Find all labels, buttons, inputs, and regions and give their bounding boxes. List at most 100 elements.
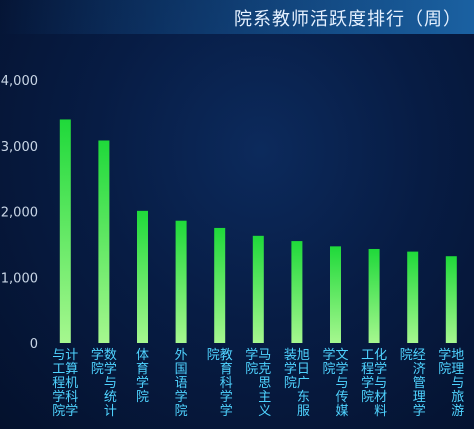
svg-text:游: 游 (451, 404, 464, 419)
svg-text:与: 与 (451, 376, 464, 391)
svg-text:院: 院 (361, 390, 374, 405)
svg-text:思: 思 (258, 376, 271, 391)
svg-text:院: 院 (400, 348, 413, 363)
svg-text:国: 国 (175, 362, 188, 377)
svg-text:与: 与 (104, 376, 117, 391)
svg-text:学: 学 (374, 361, 387, 377)
y-tick-label: 4,000 (1, 74, 38, 89)
svg-text:媒: 媒 (335, 404, 348, 419)
svg-text:学: 学 (91, 347, 104, 363)
svg-text:计: 计 (104, 404, 117, 419)
svg-text:学: 学 (361, 375, 374, 391)
svg-text:语: 语 (175, 376, 188, 391)
svg-text:学: 学 (104, 361, 117, 377)
bar[interactable] (252, 235, 264, 343)
chart-title: 院系教师活跃度排行（周） (234, 9, 462, 30)
svg-text:院: 院 (438, 362, 451, 377)
bar[interactable] (445, 256, 457, 343)
svg-text:体: 体 (136, 348, 149, 363)
bar[interactable] (368, 248, 380, 343)
svg-text:教: 教 (220, 347, 233, 363)
svg-text:服: 服 (297, 404, 310, 419)
svg-text:学: 学 (220, 389, 233, 405)
svg-text:东: 东 (297, 390, 310, 405)
svg-text:计: 计 (65, 348, 78, 363)
svg-text:学: 学 (322, 347, 335, 363)
svg-text:与: 与 (374, 376, 387, 391)
svg-text:学: 学 (52, 389, 65, 405)
svg-text:外: 外 (175, 348, 188, 363)
svg-text:理: 理 (451, 362, 464, 377)
y-tick-label: 1,000 (1, 271, 38, 286)
svg-text:文: 文 (335, 348, 348, 363)
svg-text:学: 学 (136, 375, 149, 391)
title-bar: 院系教师活跃度排行（周） (0, 0, 474, 34)
svg-text:日: 日 (297, 362, 310, 377)
bar[interactable] (59, 119, 71, 343)
bar[interactable] (98, 140, 110, 343)
svg-text:学: 学 (284, 361, 297, 377)
svg-text:数: 数 (104, 348, 117, 363)
svg-text:与: 与 (52, 348, 65, 363)
svg-text:算: 算 (65, 362, 78, 377)
svg-text:学: 学 (65, 403, 78, 419)
svg-text:工: 工 (52, 362, 65, 377)
svg-text:院: 院 (322, 362, 335, 377)
svg-text:院: 院 (207, 348, 220, 363)
bar[interactable] (291, 241, 303, 343)
svg-text:院: 院 (245, 362, 258, 377)
svg-text:院: 院 (52, 404, 65, 419)
svg-text:理: 理 (413, 390, 426, 405)
svg-text:院: 院 (136, 390, 149, 405)
bar[interactable] (330, 246, 341, 343)
svg-text:学: 学 (413, 403, 426, 419)
svg-text:传: 传 (335, 390, 348, 405)
svg-text:程: 程 (361, 362, 374, 377)
svg-text:经: 经 (413, 348, 426, 363)
y-tick-label: 0 (30, 337, 38, 352)
bar[interactable] (214, 227, 226, 343)
svg-text:科: 科 (220, 376, 233, 391)
svg-text:旅: 旅 (451, 390, 464, 405)
svg-text:学: 学 (220, 403, 233, 419)
svg-text:机: 机 (65, 376, 78, 391)
svg-text:料: 料 (374, 404, 387, 419)
svg-text:院: 院 (91, 362, 104, 377)
svg-text:主: 主 (258, 390, 271, 405)
svg-text:义: 义 (258, 404, 271, 419)
svg-text:学: 学 (335, 361, 348, 377)
svg-text:院: 院 (175, 404, 188, 419)
y-tick-label: 3,000 (1, 140, 38, 155)
svg-text:学: 学 (245, 347, 258, 363)
svg-text:装: 装 (284, 348, 297, 363)
svg-text:化: 化 (374, 348, 387, 363)
svg-text:育: 育 (220, 361, 233, 377)
svg-text:科: 科 (65, 390, 78, 405)
svg-text:与: 与 (335, 376, 348, 391)
svg-text:工: 工 (361, 348, 374, 363)
bar[interactable] (407, 251, 419, 343)
svg-text:地: 地 (451, 348, 464, 363)
y-tick-label: 2,000 (1, 206, 38, 221)
bar[interactable] (175, 220, 187, 343)
svg-text:马: 马 (258, 348, 271, 363)
svg-text:学: 学 (175, 389, 188, 405)
svg-text:旭: 旭 (297, 348, 310, 363)
svg-text:材: 材 (374, 390, 387, 405)
svg-text:广: 广 (297, 376, 310, 391)
svg-text:管: 管 (413, 376, 426, 391)
bar[interactable] (137, 210, 148, 343)
svg-text:济: 济 (413, 362, 426, 377)
